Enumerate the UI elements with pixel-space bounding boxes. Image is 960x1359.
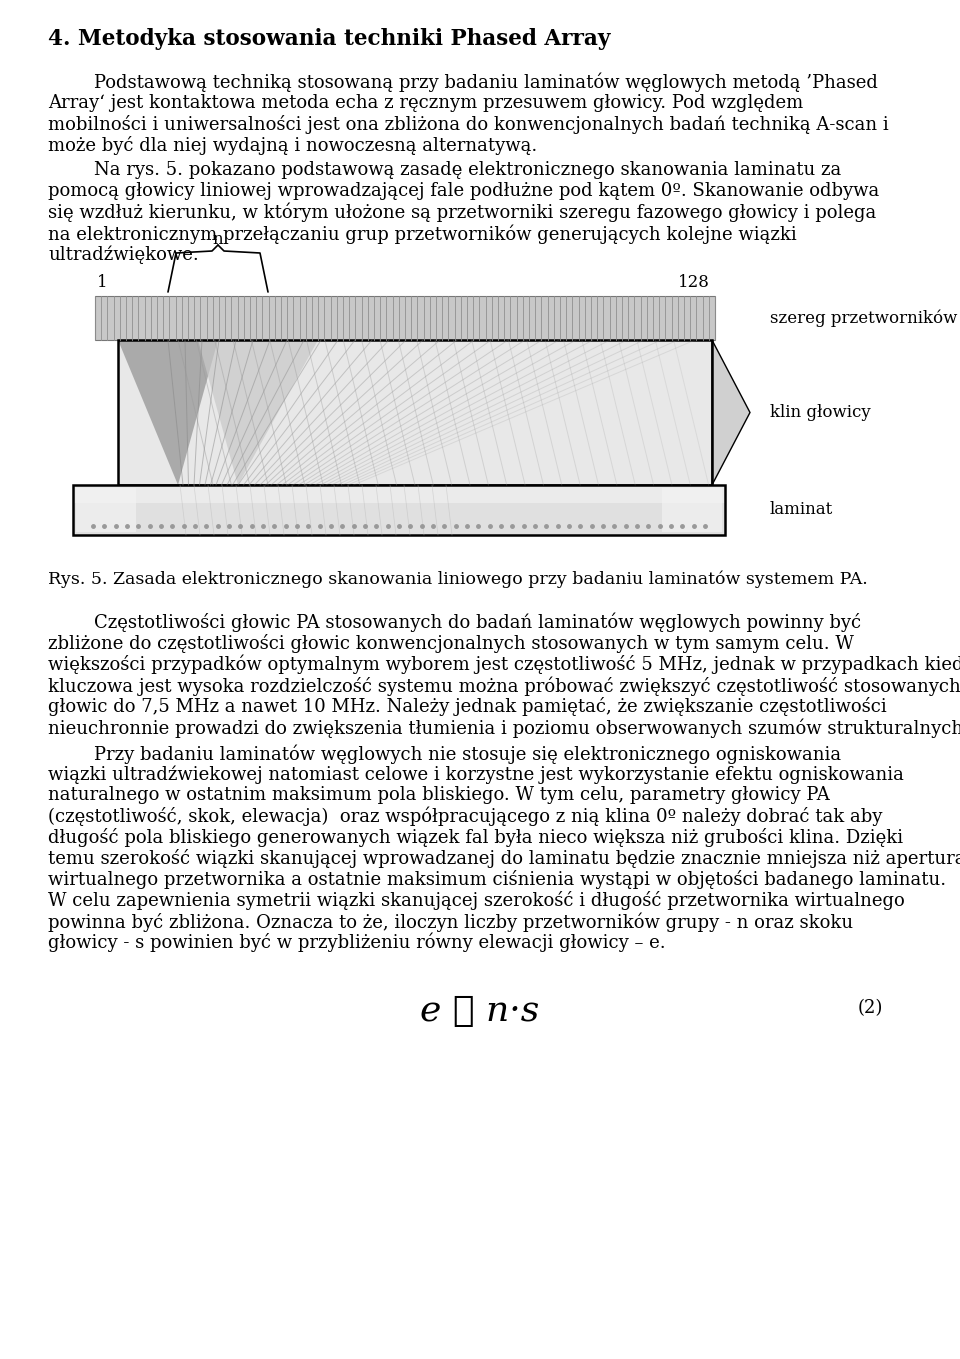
Text: Podstawową techniką stosowaną przy badaniu laminatów węglowych metodą ’Phased: Podstawową techniką stosowaną przy badan… bbox=[48, 73, 877, 92]
Bar bbox=[118, 340, 712, 485]
Text: 1: 1 bbox=[97, 275, 108, 291]
Text: na elektronicznym przełączaniu grup przetworników generujących kolejne wiązki: na elektronicznym przełączaniu grup prze… bbox=[48, 224, 797, 243]
Bar bbox=[95, 296, 715, 340]
Text: 4. Metodyka stosowania techniki Phased Array: 4. Metodyka stosowania techniki Phased A… bbox=[48, 29, 611, 50]
Text: może być dla niej wydajną i nowoczesną alternatywą.: może być dla niej wydajną i nowoczesną a… bbox=[48, 136, 538, 155]
Text: klin głowicy: klin głowicy bbox=[770, 404, 871, 421]
Text: głowic do 7,5 MHz a nawet 10 MHz. Należy jednak pamiętać, że zwiększanie częstot: głowic do 7,5 MHz a nawet 10 MHz. Należy… bbox=[48, 697, 887, 716]
Bar bbox=[662, 488, 722, 531]
Text: kluczowa jest wysoka rozdzielczość systemu można próbować zwiększyć częstotliwoś: kluczowa jest wysoka rozdzielczość syste… bbox=[48, 675, 960, 696]
Text: 128: 128 bbox=[678, 275, 710, 291]
Text: nieuchronnie prowadzi do zwiększenia tłumienia i poziomu obserwowanych szumów st: nieuchronnie prowadzi do zwiększenia tłu… bbox=[48, 718, 960, 738]
Text: temu szerokość wiązki skanującej wprowadzanej do laminatu będzie znacznie mniejs: temu szerokość wiązki skanującej wprowad… bbox=[48, 849, 960, 868]
Text: wirtualnego przetwornika a ostatnie maksimum ciśnienia wystąpi w objętości badan: wirtualnego przetwornika a ostatnie maks… bbox=[48, 870, 947, 889]
Text: naturalnego w ostatnim maksimum pola bliskiego. W tym celu, parametry głowicy PA: naturalnego w ostatnim maksimum pola bli… bbox=[48, 786, 829, 805]
Text: głowicy - s powinien być w przybliżeniu równy elewacji głowicy – e.: głowicy - s powinien być w przybliżeniu … bbox=[48, 934, 665, 953]
Text: się wzdłuż kierunku, w którym ułożone są przetworniki szeregu fazowego głowicy i: się wzdłuż kierunku, w którym ułożone są… bbox=[48, 202, 876, 223]
Bar bbox=[73, 485, 725, 535]
Bar bbox=[76, 488, 136, 531]
Text: większości przypadków optymalnym wyborem jest częstotliwość 5 MHz, jednak w przy: większości przypadków optymalnym wyborem… bbox=[48, 655, 960, 674]
Polygon shape bbox=[118, 340, 218, 485]
Text: wiązki ultradźwiekowej natomiast celowe i korzystne jest wykorzystanie efektu og: wiązki ultradźwiekowej natomiast celowe … bbox=[48, 765, 904, 784]
Text: mobilności i uniwersalności jest ona zbliżona do konwencjonalnych badań techniką: mobilności i uniwersalności jest ona zbl… bbox=[48, 116, 889, 135]
Text: zbliżone do częstotliwości głowic konwencjonalnych stosowanych w tym samym celu.: zbliżone do częstotliwości głowic konwen… bbox=[48, 635, 853, 654]
Text: długość pola bliskiego generowanych wiązek fal była nieco większa niż grubości k: długość pola bliskiego generowanych wiąz… bbox=[48, 828, 903, 847]
Bar bbox=[118, 340, 712, 485]
Text: (2): (2) bbox=[857, 999, 882, 1017]
Bar bbox=[73, 485, 725, 503]
Bar bbox=[118, 340, 712, 485]
Polygon shape bbox=[712, 340, 750, 485]
Text: n: n bbox=[213, 231, 224, 247]
Text: Rys. 5. Zasada elektronicznego skanowania liniowego przy badaniu laminatów syste: Rys. 5. Zasada elektronicznego skanowani… bbox=[48, 569, 868, 587]
Polygon shape bbox=[198, 340, 318, 485]
Text: (częstotliwość, skok, elewacja)  oraz współpracującego z nią klina 0º należy dob: (częstotliwość, skok, elewacja) oraz wsp… bbox=[48, 807, 882, 826]
Text: Array‘ jest kontaktowa metoda echa z ręcznym przesuwem głowicy. Pod względem: Array‘ jest kontaktowa metoda echa z ręc… bbox=[48, 94, 804, 111]
Text: e ≅ n·s: e ≅ n·s bbox=[420, 993, 540, 1027]
Bar bbox=[95, 296, 715, 340]
Text: Na rys. 5. pokazano podstawową zasadę elektronicznego skanowania laminatu za: Na rys. 5. pokazano podstawową zasadę el… bbox=[48, 160, 841, 179]
Text: szereg przetworników: szereg przetworników bbox=[770, 310, 957, 326]
Bar bbox=[73, 485, 725, 535]
Text: pomocą głowicy liniowej wprowadzającej fale podłużne pod kątem 0º. Skanowanie od: pomocą głowicy liniowej wprowadzającej f… bbox=[48, 182, 879, 200]
Text: laminat: laminat bbox=[770, 501, 833, 519]
Text: Przy badaniu laminatów węglowych nie stosuje się elektronicznego ogniskowania: Przy badaniu laminatów węglowych nie sto… bbox=[48, 743, 841, 764]
Text: W celu zapewnienia symetrii wiązki skanującej szerokość i długość przetwornika w: W celu zapewnienia symetrii wiązki skanu… bbox=[48, 892, 904, 911]
Text: powinna być zbliżona. Oznacza to że, iloczyn liczby przetworników grupy - n oraz: powinna być zbliżona. Oznacza to że, ilo… bbox=[48, 912, 853, 931]
Text: ultradźwiękowe.: ultradźwiękowe. bbox=[48, 245, 199, 264]
Text: Częstotliwości głowic PA stosowanych do badań laminatów węglowych powinny być: Częstotliwości głowic PA stosowanych do … bbox=[48, 613, 861, 632]
